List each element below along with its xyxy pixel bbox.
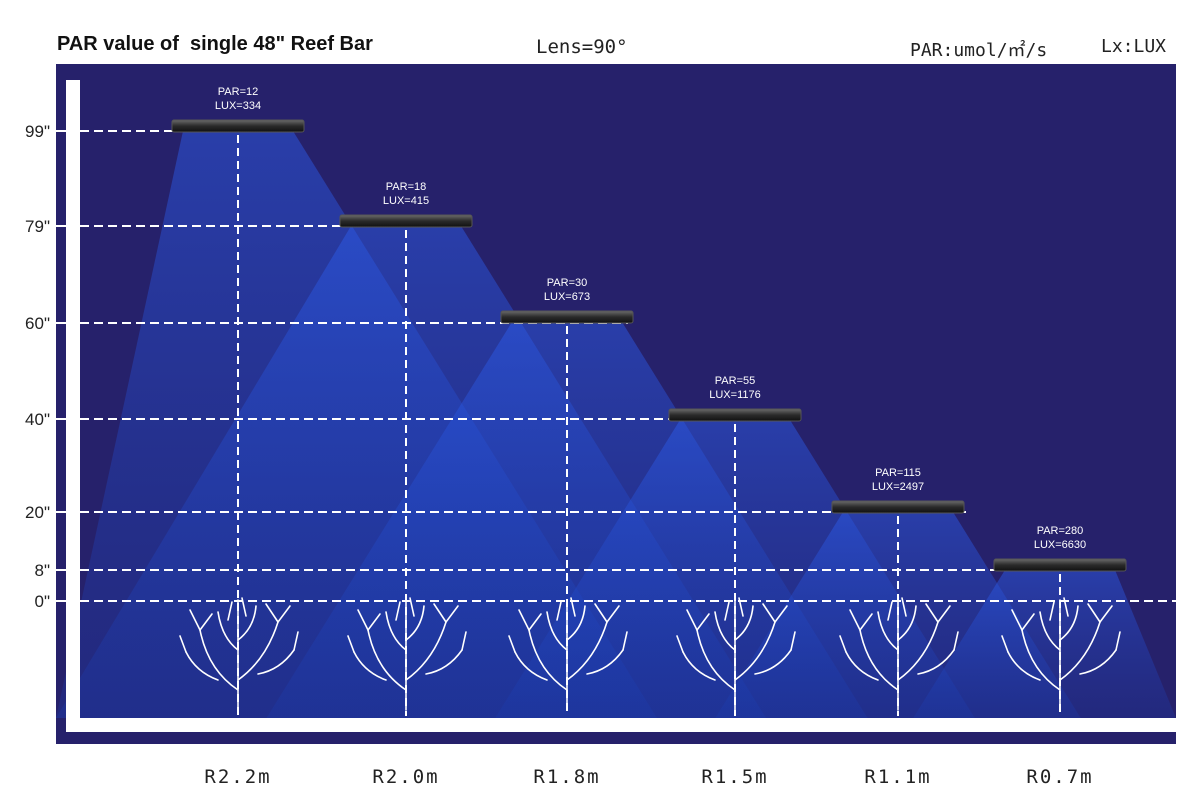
height-label: 60" [25, 314, 50, 333]
lux-value-label: LUX=1176 [709, 389, 760, 401]
lux-value-label: LUX=415 [383, 195, 429, 207]
lux-value-label: LUX=6630 [1034, 539, 1086, 551]
reef-bar-light-icon [993, 558, 1127, 572]
radius-label: R2.2m [204, 766, 272, 788]
height-label: 0" [35, 592, 51, 611]
reef-bar-light-icon [500, 310, 634, 324]
corals [179, 597, 1121, 711]
coral-icon [179, 597, 299, 711]
reef-bar-light-icon [171, 119, 305, 133]
lux-value-label: LUX=2497 [872, 481, 924, 493]
radius-label: R1.1m [864, 766, 932, 788]
header: PAR value of single 48" Reef Bar Lens=90… [0, 0, 1202, 62]
par-value-label: PAR=115 [875, 467, 921, 479]
radius-label: R1.5m [701, 766, 769, 788]
radius-labels: R2.2m R2.0m R1.8m R1.5m R1.1m R0.7m [0, 760, 1202, 790]
frame-bottom [66, 718, 1176, 732]
coral-icon [347, 597, 467, 711]
reef-bar-light-icon [668, 408, 802, 422]
reef-bar-light-icon [831, 500, 965, 514]
height-labels: 99" 79" 60" 40" 20" 8" 0" [25, 122, 50, 611]
lens-label: Lens=90° [536, 36, 628, 58]
lux-unit-label: Lx:LUX [1101, 36, 1167, 57]
height-label: 8" [35, 561, 51, 580]
coral-icon [1001, 597, 1121, 711]
par-value-label: PAR=18 [386, 181, 426, 193]
par-value-label: PAR=30 [547, 277, 587, 289]
reef-bar-light-icon [339, 214, 473, 228]
frame-left [66, 80, 80, 732]
coral-icon [676, 597, 796, 711]
lux-value-label: LUX=334 [215, 100, 261, 112]
radius-label: R2.0m [372, 766, 440, 788]
par-value-label: PAR=55 [715, 375, 755, 387]
height-label: 99" [25, 122, 50, 141]
height-label: 40" [25, 410, 50, 429]
radius-label: R1.8m [533, 766, 601, 788]
par-value-label: PAR=280 [1037, 525, 1084, 537]
height-label: 20" [25, 503, 50, 522]
par-value-label: PAR=12 [218, 86, 258, 98]
radius-label: R0.7m [1026, 766, 1094, 788]
coral-icon [508, 597, 628, 711]
height-label: 79" [25, 217, 50, 236]
lux-value-label: LUX=673 [544, 291, 590, 303]
coral-icon [839, 597, 959, 711]
page-title: PAR value of single 48" Reef Bar [57, 33, 373, 55]
reef-bars: PAR=12 LUX=334 PAR=18 LUX=415 PAR=30 LUX=673 P… [171, 86, 1127, 572]
par-unit-label: PAR:umol/㎡/s [910, 40, 1048, 61]
